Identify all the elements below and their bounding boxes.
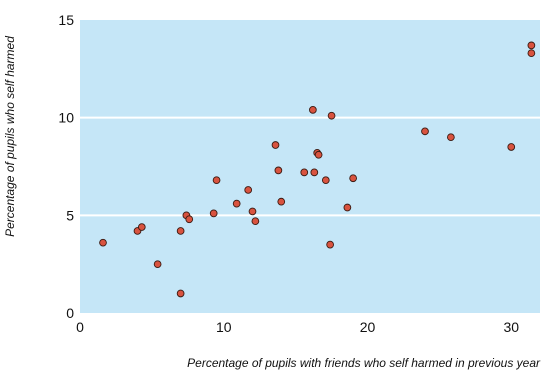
data-point — [271, 141, 280, 149]
data-point — [527, 49, 536, 58]
data-point — [185, 215, 194, 224]
data-point — [274, 166, 283, 175]
x-axis-ticks: 0 10 20 30 — [76, 319, 519, 335]
data-point — [310, 168, 319, 177]
data-point — [176, 227, 185, 235]
y-tick-label: 15 — [58, 12, 74, 28]
data-point — [212, 176, 221, 185]
data-point — [248, 207, 257, 216]
data-point — [277, 197, 286, 206]
y-tick-label: 0 — [66, 305, 74, 321]
y-tick-label: 5 — [66, 207, 74, 223]
data-point — [309, 106, 317, 114]
y-axis-ticks: 0 5 10 15 — [58, 12, 74, 321]
x-tick-label: 30 — [503, 319, 519, 335]
data-point — [176, 289, 185, 298]
data-point — [527, 41, 536, 50]
x-axis-label: Percentage of pupils with friends who se… — [187, 356, 541, 370]
data-point — [153, 260, 162, 269]
data-point — [209, 209, 218, 218]
data-point — [232, 199, 241, 208]
data-point — [421, 127, 429, 136]
data-point — [327, 111, 336, 120]
data-point — [99, 238, 107, 247]
data-point — [326, 240, 334, 249]
y-axis-label: Percentage of pupils who self harmed — [3, 36, 17, 237]
data-points — [99, 41, 536, 298]
data-point — [300, 168, 309, 177]
data-point — [447, 133, 455, 142]
data-point — [137, 223, 146, 231]
data-point — [321, 176, 330, 185]
data-point — [349, 174, 357, 183]
y-tick-label: 10 — [58, 110, 74, 126]
data-point — [507, 143, 516, 151]
data-point — [343, 203, 352, 212]
plot-area — [80, 20, 540, 313]
x-tick-label: 10 — [216, 319, 232, 335]
x-tick-label: 0 — [76, 319, 84, 335]
data-point — [244, 186, 253, 194]
x-tick-label: 20 — [360, 319, 376, 335]
gridlines — [80, 116, 540, 217]
data-point — [314, 150, 323, 159]
data-point — [251, 217, 260, 226]
